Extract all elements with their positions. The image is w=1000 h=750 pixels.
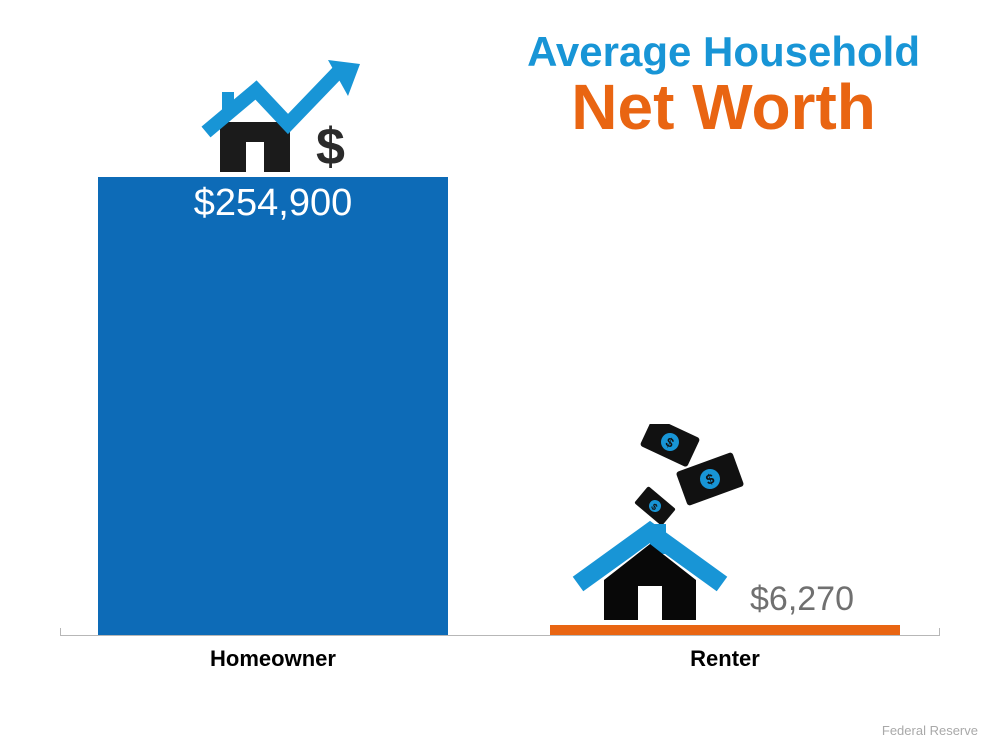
bar-homeowner	[98, 177, 448, 635]
title-line1: Average Household	[527, 28, 920, 76]
bar-label-homeowner: Homeowner	[98, 646, 448, 672]
chart-baseline	[60, 635, 940, 636]
source-attribution: Federal Reserve	[882, 723, 978, 738]
house-money-loss-icon: $ $ $	[560, 424, 780, 629]
axis-tick	[60, 628, 61, 636]
axis-tick	[939, 628, 940, 636]
svg-text:$: $	[316, 118, 345, 176]
house-growth-icon: $	[178, 52, 368, 187]
bar-label-renter: Renter	[550, 646, 900, 672]
bar-value-homeowner: $254,900	[98, 182, 448, 225]
bar-chart: Homeowner $254,900 $ Renter $6,270	[60, 122, 940, 682]
